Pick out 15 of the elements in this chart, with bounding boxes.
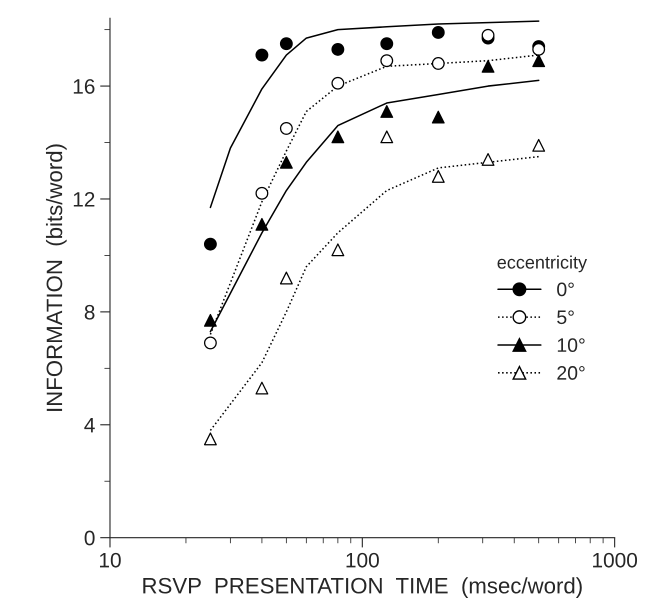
- legend-label: 0°: [557, 282, 574, 296]
- legend-title: eccentricity: [498, 255, 588, 272]
- y-tick-label: 16: [74, 79, 94, 94]
- x-tick-label: 10: [100, 552, 121, 568]
- y-axis-title: INFORMATION (bits/word): [46, 144, 67, 411]
- x-tick-label: 100: [346, 552, 379, 568]
- legend-label: 10°: [558, 338, 585, 352]
- legend-label: 5°: [557, 310, 574, 324]
- x-axis-title: RSVP PRESENTATION TIME (msec/word): [143, 577, 582, 598]
- x-tick-label: 1000: [593, 552, 638, 568]
- y-tick-label: 8: [84, 304, 94, 320]
- y-tick-label: 12: [74, 192, 94, 207]
- y-tick-label: 0: [84, 530, 95, 546]
- y-tick-label: 4: [84, 418, 95, 432]
- legend-label: 20°: [557, 366, 585, 380]
